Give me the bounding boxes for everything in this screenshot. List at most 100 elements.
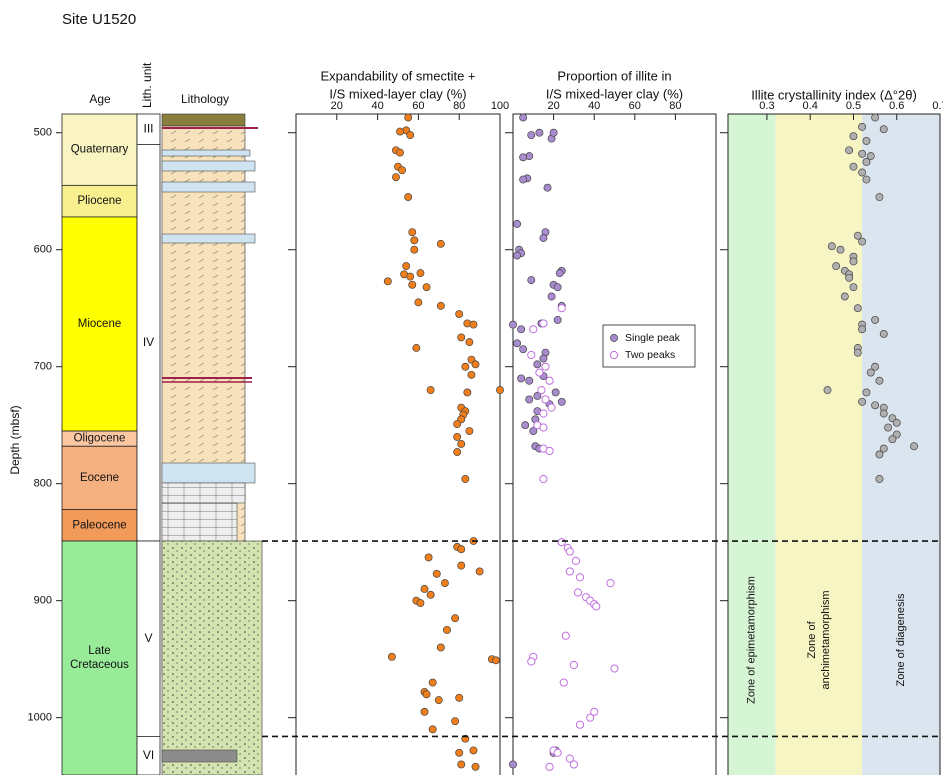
data-point: [539, 354, 548, 363]
data-point: [575, 720, 585, 729]
data-point: [875, 193, 884, 202]
data-point: [553, 315, 562, 324]
data-point: [451, 717, 460, 726]
column-title: Age: [89, 92, 111, 106]
data-point: [469, 320, 478, 329]
data-point: [471, 360, 480, 369]
data-point: [875, 475, 884, 483]
age-label: Quaternary: [71, 144, 129, 156]
data-point: [463, 388, 472, 397]
data-point: [436, 643, 445, 652]
data-point: [862, 158, 871, 166]
data-point: [543, 183, 552, 192]
data-point: [565, 567, 574, 576]
panel-frame: [295, 113, 501, 775]
x-tick-label: 0.4: [803, 100, 818, 112]
data-point: [469, 746, 478, 755]
data-point: [836, 245, 845, 254]
data-point: [428, 725, 437, 734]
data-point: [862, 388, 871, 397]
data-point: [840, 292, 849, 301]
data-point: [853, 304, 862, 313]
data-point: [539, 319, 548, 328]
data-point: [845, 146, 854, 155]
data-point: [410, 245, 419, 254]
data-point: [387, 652, 396, 661]
data-point: [575, 573, 585, 582]
data-point: [513, 220, 522, 228]
x-tick-label: 100: [491, 100, 509, 112]
data-point: [414, 298, 423, 307]
x-tick-label: 20: [331, 100, 343, 112]
data-point: [853, 348, 862, 357]
panel-title: Illite crystallinity index (Δ°2θ): [751, 87, 917, 102]
data-point: [426, 590, 435, 599]
data-point: [408, 228, 417, 237]
data-point: [871, 113, 880, 122]
data-point: [871, 401, 880, 410]
data-point: [422, 690, 431, 699]
data-point: [455, 310, 464, 319]
data-point: [858, 237, 867, 246]
data-point: [471, 762, 480, 771]
data-point: [465, 338, 474, 347]
data-point: [491, 656, 500, 665]
legend-box: [602, 324, 696, 368]
data-point: [436, 301, 445, 310]
zone-label: Zone of diagenesis: [895, 593, 907, 686]
data-point: [398, 166, 407, 175]
data-point: [521, 421, 530, 430]
x-tick-label: 40: [588, 100, 600, 112]
data-point: [541, 395, 550, 404]
y-tick-label: 600: [34, 244, 52, 256]
data-point: [451, 614, 460, 623]
data-point: [592, 602, 601, 611]
y-tick-label: 900: [34, 595, 52, 607]
data-point: [422, 283, 431, 292]
y-tick-label: 800: [34, 478, 52, 490]
data-point: [539, 409, 548, 418]
data-point: [457, 545, 466, 554]
data-point: [862, 175, 871, 184]
data-point: [404, 193, 413, 202]
data-point: [412, 344, 421, 352]
data-point: [849, 283, 858, 292]
data-point: [832, 262, 841, 271]
age-label: Cretaceous: [70, 659, 129, 671]
x-tick-label: 80: [453, 100, 465, 112]
age-unit: [61, 445, 138, 510]
data-point: [610, 664, 619, 673]
lith-unit-label: III: [143, 121, 153, 135]
data-point: [467, 370, 476, 379]
data-point: [406, 131, 415, 140]
data-point: [858, 122, 867, 131]
data-point: [517, 325, 526, 334]
data-point: [879, 329, 888, 338]
data-point: [519, 175, 528, 184]
data-point: [553, 283, 562, 292]
data-point: [533, 360, 542, 369]
data-point: [537, 385, 546, 395]
data-point: [561, 631, 570, 640]
data-point: [557, 538, 566, 547]
data-point: [573, 588, 583, 597]
data-point: [424, 553, 433, 562]
data-point: [858, 149, 867, 158]
data-point: [545, 446, 554, 456]
data-point: [862, 136, 871, 145]
data-point: [892, 418, 901, 427]
data-point: [549, 128, 558, 137]
data-point: [910, 442, 918, 451]
data-point: [553, 748, 562, 757]
data-point: [443, 625, 451, 634]
data-point: [527, 657, 536, 666]
data-point: [557, 304, 566, 313]
data-point: [392, 173, 400, 182]
figure-title: Site U1520: [62, 11, 136, 28]
lithology-graphic: [161, 113, 263, 775]
data-point: [519, 153, 528, 162]
data-point: [527, 350, 536, 360]
data-point: [571, 556, 581, 566]
zone: [728, 114, 776, 775]
data-point: [853, 231, 862, 240]
